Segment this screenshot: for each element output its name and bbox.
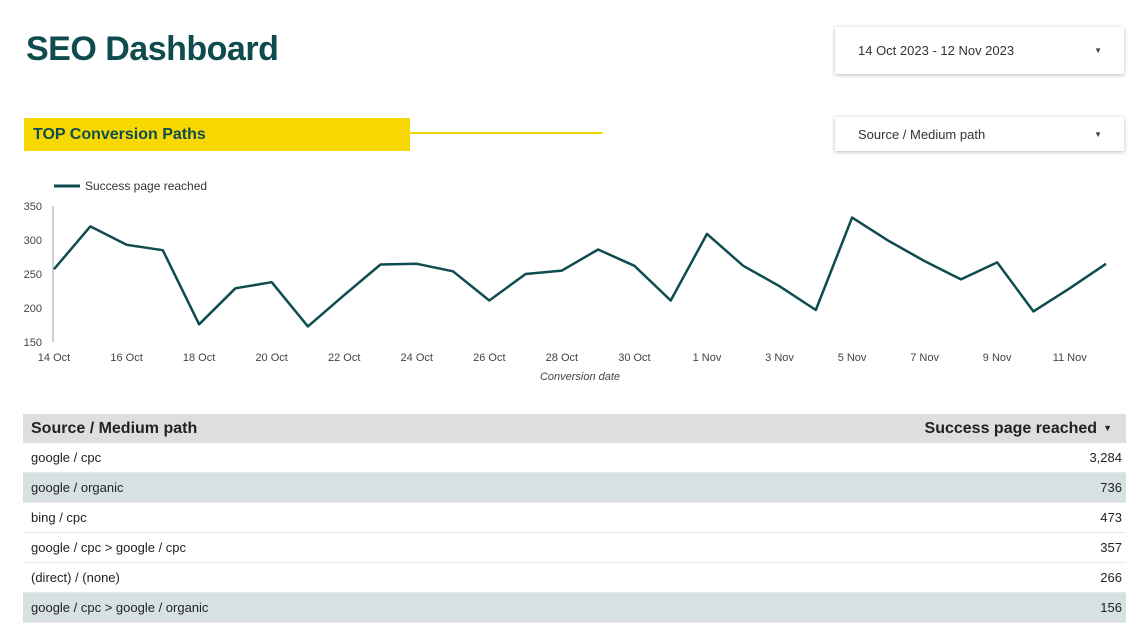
path-cell: google / cpc > google / cpc xyxy=(23,532,553,563)
table-row[interactable]: google / organic 736 xyxy=(23,472,1126,503)
series-line xyxy=(53,216,1107,328)
sort-caret-down-icon[interactable]: ▼ xyxy=(1103,422,1112,433)
x-tick-label: 26 Oct xyxy=(473,352,505,364)
x-tick-label: 3 Nov xyxy=(765,352,794,364)
column-header-label: Source / Medium path xyxy=(31,419,198,437)
data-point[interactable] xyxy=(196,321,202,327)
data-point[interactable] xyxy=(994,259,1000,265)
data-point[interactable] xyxy=(414,261,420,267)
legend-label: Success page reached xyxy=(85,179,207,193)
y-tick-label: 150 xyxy=(24,337,42,349)
data-point[interactable] xyxy=(51,266,57,272)
data-point[interactable] xyxy=(595,247,601,253)
value-cell: 3,284 xyxy=(552,443,1126,473)
value-cell: 357 xyxy=(552,532,1126,563)
x-axis-title: Conversion date xyxy=(540,371,620,383)
y-tick-label: 350 xyxy=(24,201,42,213)
value-cell: 156 xyxy=(552,592,1126,623)
data-point[interactable] xyxy=(559,268,565,274)
x-tick-label: 24 Oct xyxy=(401,352,433,364)
table-header-row: Source / Medium path Success page reache… xyxy=(23,414,1126,443)
data-point[interactable] xyxy=(704,231,710,237)
x-tick-label: 5 Nov xyxy=(838,352,867,364)
table-row[interactable]: google / cpc > google / organic 156 xyxy=(23,592,1126,623)
x-tick-label: 7 Nov xyxy=(910,352,939,364)
path-cell: (direct) / (none) xyxy=(23,562,553,593)
path-cell: bing / cpc xyxy=(23,502,553,533)
data-point[interactable] xyxy=(341,292,347,298)
column-header-path[interactable]: Source / Medium path xyxy=(23,414,553,443)
path-cell: google / cpc > google / organic xyxy=(23,592,553,623)
data-point[interactable] xyxy=(777,283,783,289)
data-point[interactable] xyxy=(377,261,383,267)
page-title: SEO Dashboard xyxy=(26,30,279,68)
x-tick-label: 22 Oct xyxy=(328,352,360,364)
value-cell: 736 xyxy=(552,472,1126,503)
data-point[interactable] xyxy=(1067,285,1073,291)
data-point[interactable] xyxy=(958,276,964,282)
data-point[interactable] xyxy=(740,263,746,269)
data-point[interactable] xyxy=(160,247,166,253)
x-tick-label: 14 Oct xyxy=(38,352,70,364)
column-header-label: Success page reached xyxy=(924,419,1098,437)
path-cell: google / organic xyxy=(23,472,553,503)
data-point[interactable] xyxy=(450,268,456,274)
filter-label: Source / Medium path xyxy=(858,126,986,142)
line-chart: Success page reached 350 300 250 200 150 14 … xyxy=(24,179,1109,383)
data-point[interactable] xyxy=(232,285,238,291)
data-point[interactable] xyxy=(1103,261,1109,267)
x-tick-label: 30 Oct xyxy=(618,352,650,364)
x-tick-label: 28 Oct xyxy=(546,352,578,364)
data-point[interactable] xyxy=(849,215,855,221)
chart-legend: Success page reached xyxy=(54,179,207,193)
table-row[interactable]: google / cpc > google / cpc 357 xyxy=(23,532,1126,563)
section-title: TOP Conversion Paths xyxy=(24,118,410,151)
data-point[interactable] xyxy=(269,279,275,285)
data-point[interactable] xyxy=(922,258,928,264)
table-row[interactable]: bing / cpc 473 xyxy=(23,502,1126,533)
path-cell: google / cpc xyxy=(23,443,553,473)
source-medium-filter[interactable]: Source / Medium path ▼ xyxy=(835,117,1124,151)
date-range-label: 14 Oct 2023 - 12 Nov 2023 xyxy=(858,43,1015,58)
y-tick-label: 250 xyxy=(24,269,42,281)
x-tick-label: 18 Oct xyxy=(183,352,215,364)
x-tick-label: 16 Oct xyxy=(110,352,142,364)
date-range-picker[interactable]: 14 Oct 2023 - 12 Nov 2023 ▼ xyxy=(835,27,1124,74)
y-tick-label: 200 xyxy=(24,303,42,315)
column-header-value[interactable]: Success page reached ▼ xyxy=(552,414,1126,443)
data-point[interactable] xyxy=(668,298,674,304)
conversion-paths-table: Source / Medium path Success page reache… xyxy=(23,414,1126,623)
value-cell: 473 xyxy=(552,502,1126,533)
x-tick-label: 11 Nov xyxy=(1053,352,1088,364)
table-row[interactable]: (direct) / (none) 266 xyxy=(23,562,1126,593)
data-point[interactable] xyxy=(631,263,637,269)
value-cell: 266 xyxy=(552,562,1126,593)
section-divider xyxy=(410,132,603,134)
caret-down-icon: ▼ xyxy=(1094,46,1102,55)
table-row[interactable]: google / cpc 3,284 xyxy=(23,443,1126,473)
data-point[interactable] xyxy=(885,238,891,244)
data-point[interactable] xyxy=(87,223,93,229)
data-point[interactable] xyxy=(124,242,130,248)
x-tick-label: 1 Nov xyxy=(693,352,722,364)
x-tick-label: 9 Nov xyxy=(983,352,1012,364)
y-tick-label: 300 xyxy=(24,235,42,247)
data-point[interactable] xyxy=(813,307,819,313)
data-point[interactable] xyxy=(486,298,492,304)
data-point[interactable] xyxy=(1030,308,1036,314)
x-tick-label: 20 Oct xyxy=(255,352,287,364)
data-point[interactable] xyxy=(523,271,529,277)
data-point[interactable] xyxy=(305,323,311,329)
caret-down-icon: ▼ xyxy=(1094,129,1102,139)
